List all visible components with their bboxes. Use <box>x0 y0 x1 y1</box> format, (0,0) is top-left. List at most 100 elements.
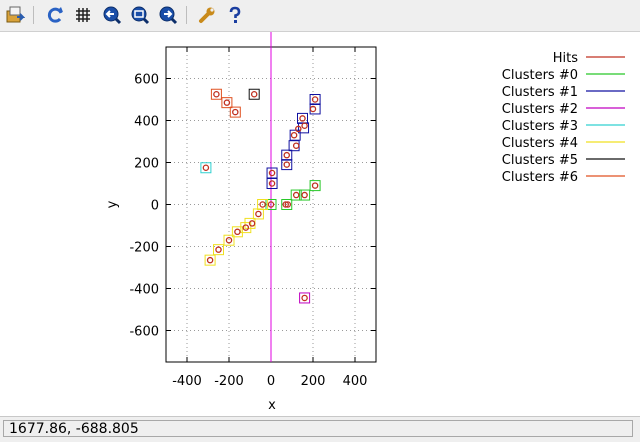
cluster-marker <box>248 88 260 100</box>
replot-button[interactable] <box>44 4 66 26</box>
hit-marker <box>290 131 298 139</box>
hit-marker <box>213 91 220 98</box>
y-tick-label: -600 <box>129 325 159 340</box>
cluster-marker <box>309 180 321 192</box>
x-axis-label: x <box>268 398 276 413</box>
hit-marker <box>299 115 306 122</box>
y-tick-label: 600 <box>134 73 159 88</box>
y-tick-label: 0 <box>151 199 159 214</box>
y-tick-label: 200 <box>134 157 159 172</box>
toolbar-separator <box>186 6 187 24</box>
cluster-marker <box>210 88 222 100</box>
cursor-coordinates: 1677.86, -688.805 <box>3 420 633 437</box>
legend-label: Clusters #6 <box>502 170 578 185</box>
hit-marker <box>282 201 289 208</box>
help-icon <box>229 6 241 23</box>
cluster-marker <box>200 162 212 174</box>
cluster-marker <box>299 292 311 304</box>
zoom-next-icon <box>159 6 178 25</box>
x-tick-label: 200 <box>301 374 326 389</box>
hit-marker <box>311 96 319 103</box>
legend-label: Clusters #3 <box>502 119 578 134</box>
cluster-marker <box>266 167 278 179</box>
help-button[interactable] <box>224 4 246 26</box>
hit-marker <box>301 294 308 302</box>
hit-marker <box>311 182 319 189</box>
cluster-marker <box>297 112 308 124</box>
hit-marker <box>225 236 233 244</box>
settings-wrench-icon <box>199 7 215 23</box>
legend-label: Clusters #5 <box>502 153 578 168</box>
hit-marker <box>292 142 300 149</box>
zoom-button[interactable] <box>129 4 151 26</box>
plot-area[interactable]: -400 -200 0 200 400 -600 -400 -200 0 200 400 600 x y H… <box>0 32 640 416</box>
export-button[interactable] <box>4 4 26 26</box>
hit-marker <box>223 99 231 106</box>
y-tick-label: 400 <box>134 115 159 130</box>
cluster-marker <box>257 199 269 210</box>
x-tick-label: -200 <box>214 374 244 389</box>
hit-marker <box>309 105 317 113</box>
hit-marker <box>283 161 290 168</box>
zoom-icon <box>131 6 150 25</box>
legend-label: Clusters #4 <box>502 136 578 151</box>
legend-label: Clusters #2 <box>502 102 578 117</box>
cluster-marker <box>265 199 277 210</box>
hit-marker <box>301 191 308 199</box>
hit-marker <box>248 220 256 227</box>
hit-marker <box>250 91 258 98</box>
hit-marker <box>268 180 276 187</box>
cluster-marker <box>281 149 293 161</box>
legend-label: Clusters #1 <box>502 85 578 100</box>
cluster-marker <box>290 189 302 201</box>
zoom-previous-button[interactable] <box>101 4 123 26</box>
cluster-marker <box>266 178 278 189</box>
hit-marker <box>242 224 250 231</box>
hit-marker <box>259 201 266 208</box>
hit-marker <box>232 108 239 116</box>
grid-button[interactable] <box>72 4 94 26</box>
toolbar <box>0 0 640 32</box>
export-icon <box>6 6 25 23</box>
scatter-chart[interactable]: -400 -200 0 200 400 -600 -400 -200 0 200 400 600 x y H… <box>0 32 640 416</box>
cluster-marker <box>309 94 321 105</box>
x-tick-label: 400 <box>343 374 368 389</box>
hit-marker <box>234 228 241 236</box>
hit-marker <box>284 201 292 208</box>
hit-marker <box>292 191 300 199</box>
cluster-marker <box>281 199 293 210</box>
hit-marker <box>206 256 214 264</box>
hit-marker <box>268 169 276 177</box>
hit-marker <box>255 210 262 218</box>
cluster-marker <box>299 189 311 201</box>
y-axis-label: y <box>105 200 120 208</box>
hit-marker <box>202 164 210 171</box>
replot-icon <box>47 7 63 23</box>
cluster-marker <box>231 226 243 238</box>
cluster-marker <box>204 254 216 266</box>
hit-marker <box>267 201 275 208</box>
zoom-previous-icon <box>103 6 122 25</box>
cluster-marker <box>229 106 241 118</box>
legend-label: Clusters #0 <box>502 68 578 83</box>
toolbar-separator <box>33 6 34 24</box>
x-tick-label: -400 <box>172 374 202 389</box>
cluster-marker <box>213 244 224 256</box>
y-tick-label: -200 <box>129 241 159 256</box>
hit-marker <box>215 246 222 253</box>
x-tick-label: 0 <box>267 374 275 389</box>
status-bar: 1677.86, -688.805 <box>0 416 640 442</box>
cluster-marker <box>223 234 235 246</box>
cluster-marker <box>252 208 264 220</box>
hit-marker <box>295 125 302 133</box>
legend-label: Hits <box>553 51 578 66</box>
hit-marker <box>301 122 308 130</box>
cluster-marker <box>221 97 233 109</box>
hit-marker <box>283 151 290 159</box>
grid-icon <box>76 8 90 22</box>
y-tick-label: -400 <box>129 283 159 298</box>
cluster-marker <box>240 222 252 234</box>
zoom-next-button[interactable] <box>157 4 179 26</box>
cluster-marker <box>281 159 293 171</box>
settings-button[interactable] <box>196 4 218 26</box>
